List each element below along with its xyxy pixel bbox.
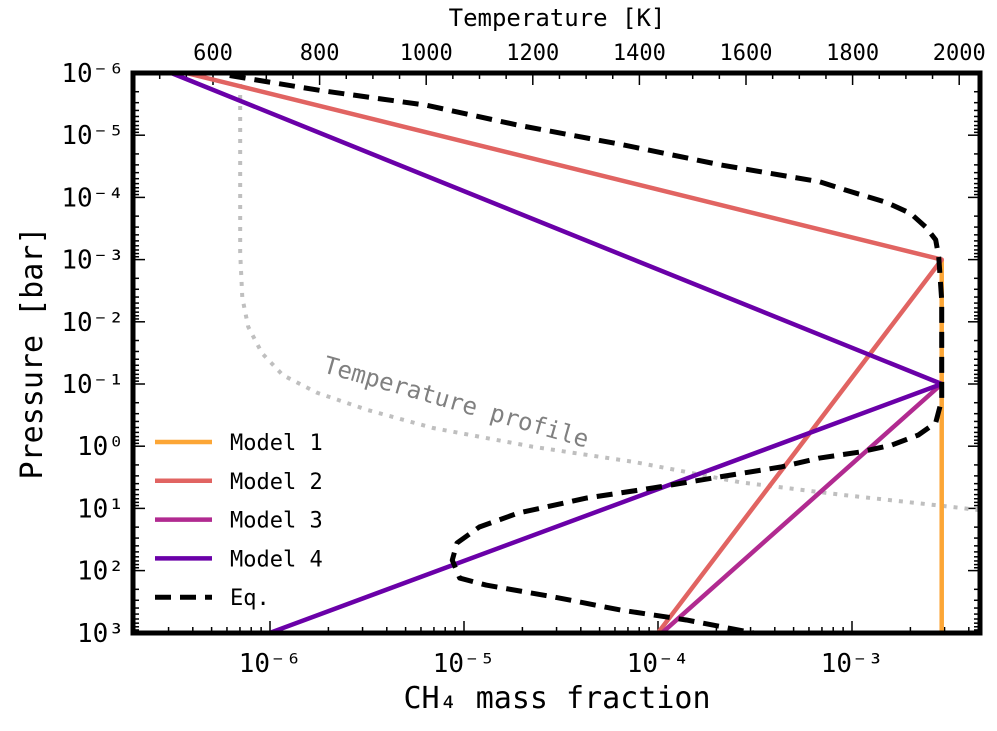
x-tick-label: 10⁻⁶ [239,649,302,679]
legend: Model 1 Model 2 Model 3 Model 4 Eq. [155,431,323,611]
legend-label: Model 1 [230,431,323,456]
y-axis-label: Pressure [bar] [15,227,50,480]
x2-tick-label: 800 [300,41,340,66]
plot-frame [130,70,983,636]
y-tick-label: 10⁻⁶ [61,59,124,89]
legend-label: Eq. [230,586,270,611]
y-tick-label: 10⁻⁵ [61,121,124,151]
legend-item: Eq. [155,586,270,611]
y-tick-label: 10⁰ [77,432,124,462]
x2-tick-label: 1600 [720,41,773,66]
x-axis-label: CH₄ mass fraction [403,681,710,716]
x2-tick-label: 1000 [400,41,453,66]
y-tick-label: 10⁻¹ [61,370,124,400]
x2-axis-label: Temperature [K] [449,4,666,32]
temperature-profile-label: Temperature profile [320,351,592,454]
tick-labels: 10⁻⁶ 10⁻⁵ 10⁻⁴ 10⁻³ 10⁻⁶ 10⁻⁵ 10⁻⁴ 10⁻³ 10⁻² 10⁻¹… [61,41,985,679]
series-line-model-3 [660,382,944,633]
legend-label: Model 4 [230,547,323,572]
legend-item: Model 4 [155,547,323,572]
y-tick-label: 10² [77,557,124,587]
temperature-profile [238,73,980,513]
y-tick-label: 10³ [77,619,124,649]
y-tick-label: 10⁻³ [61,246,124,276]
x2-tick-label: 1400 [613,41,666,66]
legend-label: Model 2 [230,470,323,495]
x-tick-label: 10⁻⁴ [627,649,690,679]
series-lines [170,73,945,633]
legend-item: Model 3 [155,509,323,534]
y-tick-label: 10¹ [77,494,124,524]
temperature-profile-line [238,73,980,513]
x2-tick-label: 1800 [826,41,879,66]
y-tick-label: 10⁻⁴ [61,183,124,213]
x2-tick-label: 2000 [933,41,986,66]
x2-tick-label: 1200 [506,41,559,66]
legend-label: Model 3 [230,509,323,534]
x-tick-label: 10⁻⁵ [433,649,496,679]
legend-item: Model 2 [155,470,323,495]
x2-tick-label: 600 [193,41,233,66]
series-line-eq [229,73,945,633]
series-line-model-2 [185,73,944,633]
legend-item: Model 1 [155,431,323,456]
x-tick-label: 10⁻³ [821,649,884,679]
y-tick-label: 10⁻² [61,308,124,338]
